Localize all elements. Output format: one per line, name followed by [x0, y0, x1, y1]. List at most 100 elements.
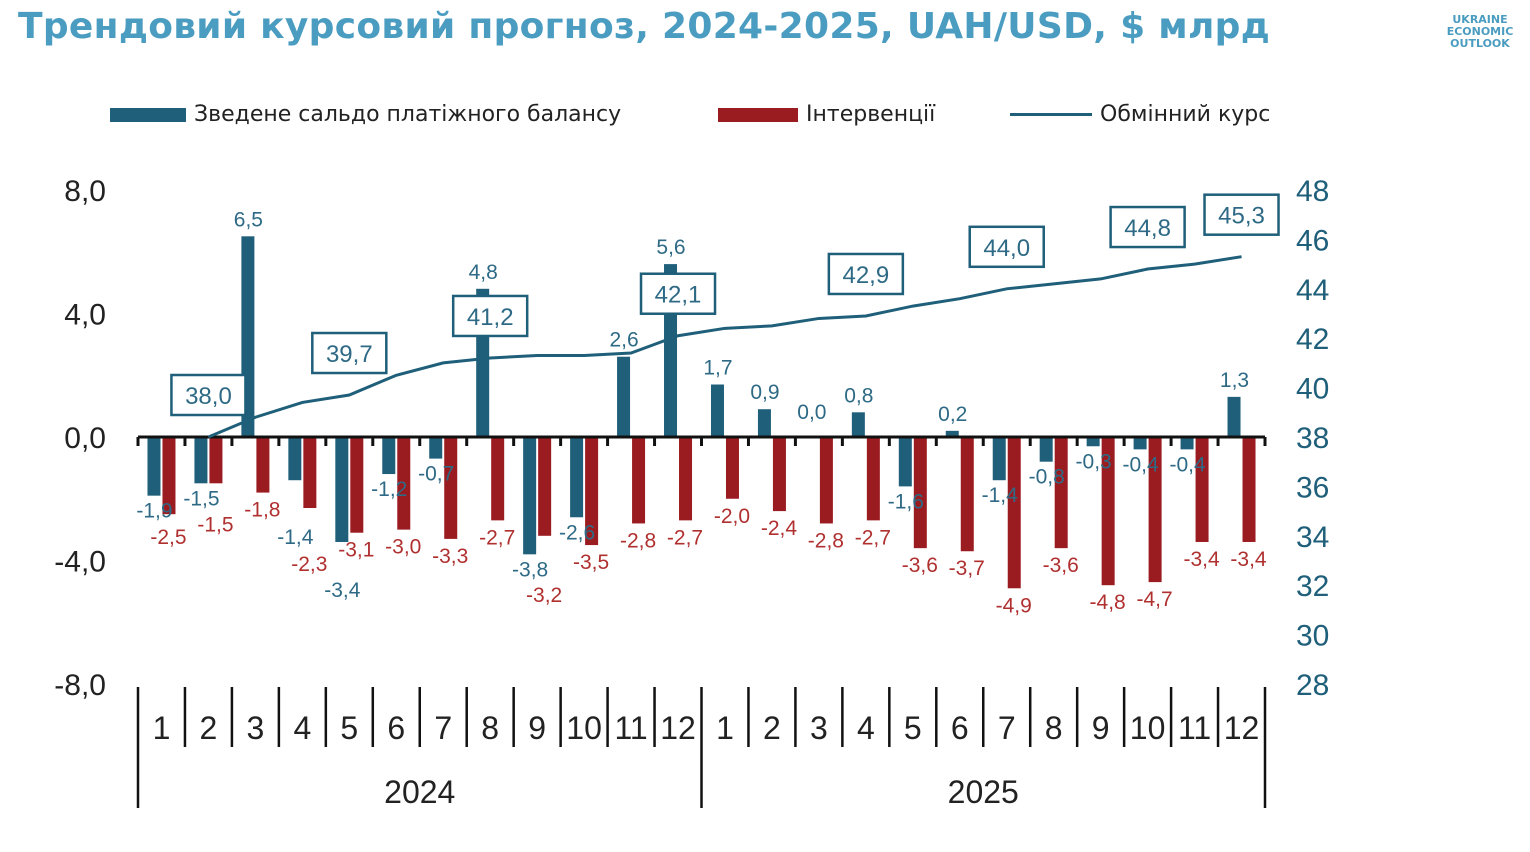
right-axis-tick-label: 40 — [1296, 373, 1329, 406]
interventions-bar — [1195, 437, 1209, 542]
exchange-rate-callout-label: 39,7 — [326, 341, 373, 368]
right-axis-tick-label: 44 — [1296, 274, 1329, 307]
interventions-data-label: -4,7 — [1137, 588, 1173, 611]
right-axis-tick-label: 38 — [1296, 422, 1329, 455]
month-label: 10 — [566, 710, 602, 746]
interventions-bar — [1054, 437, 1068, 549]
exchange-rate-callout-box — [639, 272, 717, 315]
interventions-bar — [1101, 437, 1115, 586]
left-axis-tick-label: -4,0 — [54, 546, 106, 579]
year-label: 2025 — [948, 774, 1019, 810]
interventions-data-label: -2,4 — [761, 517, 798, 540]
interventions-bar — [679, 437, 693, 521]
right-axis-tick-label: 28 — [1296, 669, 1329, 702]
month-label: 6 — [387, 710, 405, 746]
balance-data-label: 1,3 — [1220, 369, 1249, 392]
legend-line-rate — [1010, 113, 1092, 116]
balance-data-label: -0,8 — [1029, 466, 1065, 489]
balance-bar — [757, 409, 771, 437]
exchange-rate-line — [207, 255, 1242, 439]
year-label: 2024 — [384, 774, 455, 810]
exchange-rate-callout-box — [827, 252, 905, 296]
right-axis-tick-label: 34 — [1296, 521, 1329, 554]
balance-data-label: -1,6 — [888, 490, 924, 513]
balance-data-label: -0,4 — [1169, 453, 1206, 476]
balance-bar — [945, 430, 959, 437]
interventions-data-label: -2,3 — [291, 553, 327, 576]
chart-title: Трендовий курсовий прогноз, 2024-2025, U… — [18, 6, 1271, 47]
interventions-data-label: -3,7 — [949, 557, 985, 580]
interventions-data-label: -2,7 — [667, 526, 703, 549]
interventions-bar — [162, 437, 176, 515]
balance-bar — [1039, 437, 1053, 462]
balance-bar — [992, 437, 1006, 481]
left-axis-tick-label: 4,0 — [64, 299, 106, 332]
balance-bar — [1227, 396, 1241, 437]
exchange-rate-callout-box — [451, 294, 529, 338]
month-label: 1 — [716, 710, 734, 746]
month-label: 7 — [434, 710, 452, 746]
balance-data-label: -0,7 — [418, 463, 454, 486]
right-axis-tick-label: 36 — [1296, 471, 1329, 504]
month-label: 12 — [1224, 710, 1260, 746]
interventions-data-label: -3,1 — [338, 539, 374, 562]
legend-item-rate: Обмінний курс — [1010, 102, 1270, 127]
balance-data-label: -0,3 — [1076, 450, 1112, 473]
interventions-data-label: -3,0 — [385, 536, 421, 559]
interventions-bar — [725, 437, 739, 499]
legend-item-balance: Зведене сальдо платіжного балансу — [110, 102, 621, 127]
interventions-data-label: -2,8 — [808, 529, 844, 552]
interventions-bar — [350, 437, 364, 533]
balance-data-label: -3,8 — [512, 558, 548, 581]
right-axis-tick-label: 48 — [1296, 175, 1329, 208]
interventions-bar — [256, 437, 270, 493]
interventions-data-label: -2,7 — [479, 526, 515, 549]
interventions-data-label: -2,0 — [714, 505, 750, 528]
month-label: 6 — [951, 710, 969, 746]
month-label: 5 — [340, 710, 358, 746]
interventions-bar — [1148, 437, 1162, 583]
balance-bar — [1180, 437, 1194, 450]
interventions-data-label: -4,9 — [996, 594, 1032, 617]
interventions-bar — [960, 437, 974, 552]
balance-bar — [523, 437, 537, 555]
month-label: 3 — [810, 710, 828, 746]
left-axis-tick-label: 8,0 — [64, 175, 106, 208]
interventions-bar — [209, 437, 223, 484]
balance-bar — [288, 437, 302, 481]
balance-data-label: 0,0 — [797, 401, 826, 424]
right-axis-tick-label: 32 — [1296, 570, 1329, 603]
interventions-bar — [632, 437, 646, 524]
legend-swatch-interventions — [718, 107, 798, 122]
month-label: 8 — [481, 710, 499, 746]
month-label: 8 — [1045, 710, 1063, 746]
legend-swatch-balance — [110, 107, 186, 122]
exchange-rate-callout-label: 42,9 — [842, 262, 889, 289]
balance-data-label: 0,2 — [938, 403, 967, 426]
month-label: 11 — [614, 710, 647, 746]
interventions-data-label: -3,6 — [1043, 554, 1079, 577]
month-label: 3 — [246, 710, 264, 746]
exchange-rate-callout-label: 44,0 — [983, 235, 1030, 262]
interventions-data-label: -3,3 — [432, 545, 468, 568]
balance-bar — [147, 437, 161, 496]
balance-data-label: -1,4 — [982, 484, 1019, 507]
balance-bar — [1086, 437, 1100, 447]
left-axis-tick-label: -8,0 — [54, 669, 106, 702]
balance-data-label: 6,5 — [234, 208, 263, 231]
interventions-data-label: -2,7 — [855, 526, 891, 549]
balance-bar — [570, 437, 584, 518]
legend-label-interventions: Інтервенції — [806, 102, 936, 127]
balance-data-label: -0,4 — [1123, 453, 1160, 476]
exchange-rate-callout-label: 42,1 — [655, 282, 702, 309]
interventions-bar — [491, 437, 505, 521]
exchange-rate-callout-box — [1203, 193, 1280, 236]
ukraine-economic-outlook-logo: UKRAINE ECONOMIC OUTLOOK — [1446, 13, 1514, 50]
balance-bar — [617, 356, 631, 437]
balance-bar — [194, 437, 208, 484]
right-axis-tick-label: 46 — [1296, 224, 1329, 257]
interventions-data-label: -3,4 — [1230, 548, 1267, 571]
interventions-data-label: -2,5 — [150, 526, 186, 549]
month-label: 4 — [857, 710, 875, 746]
